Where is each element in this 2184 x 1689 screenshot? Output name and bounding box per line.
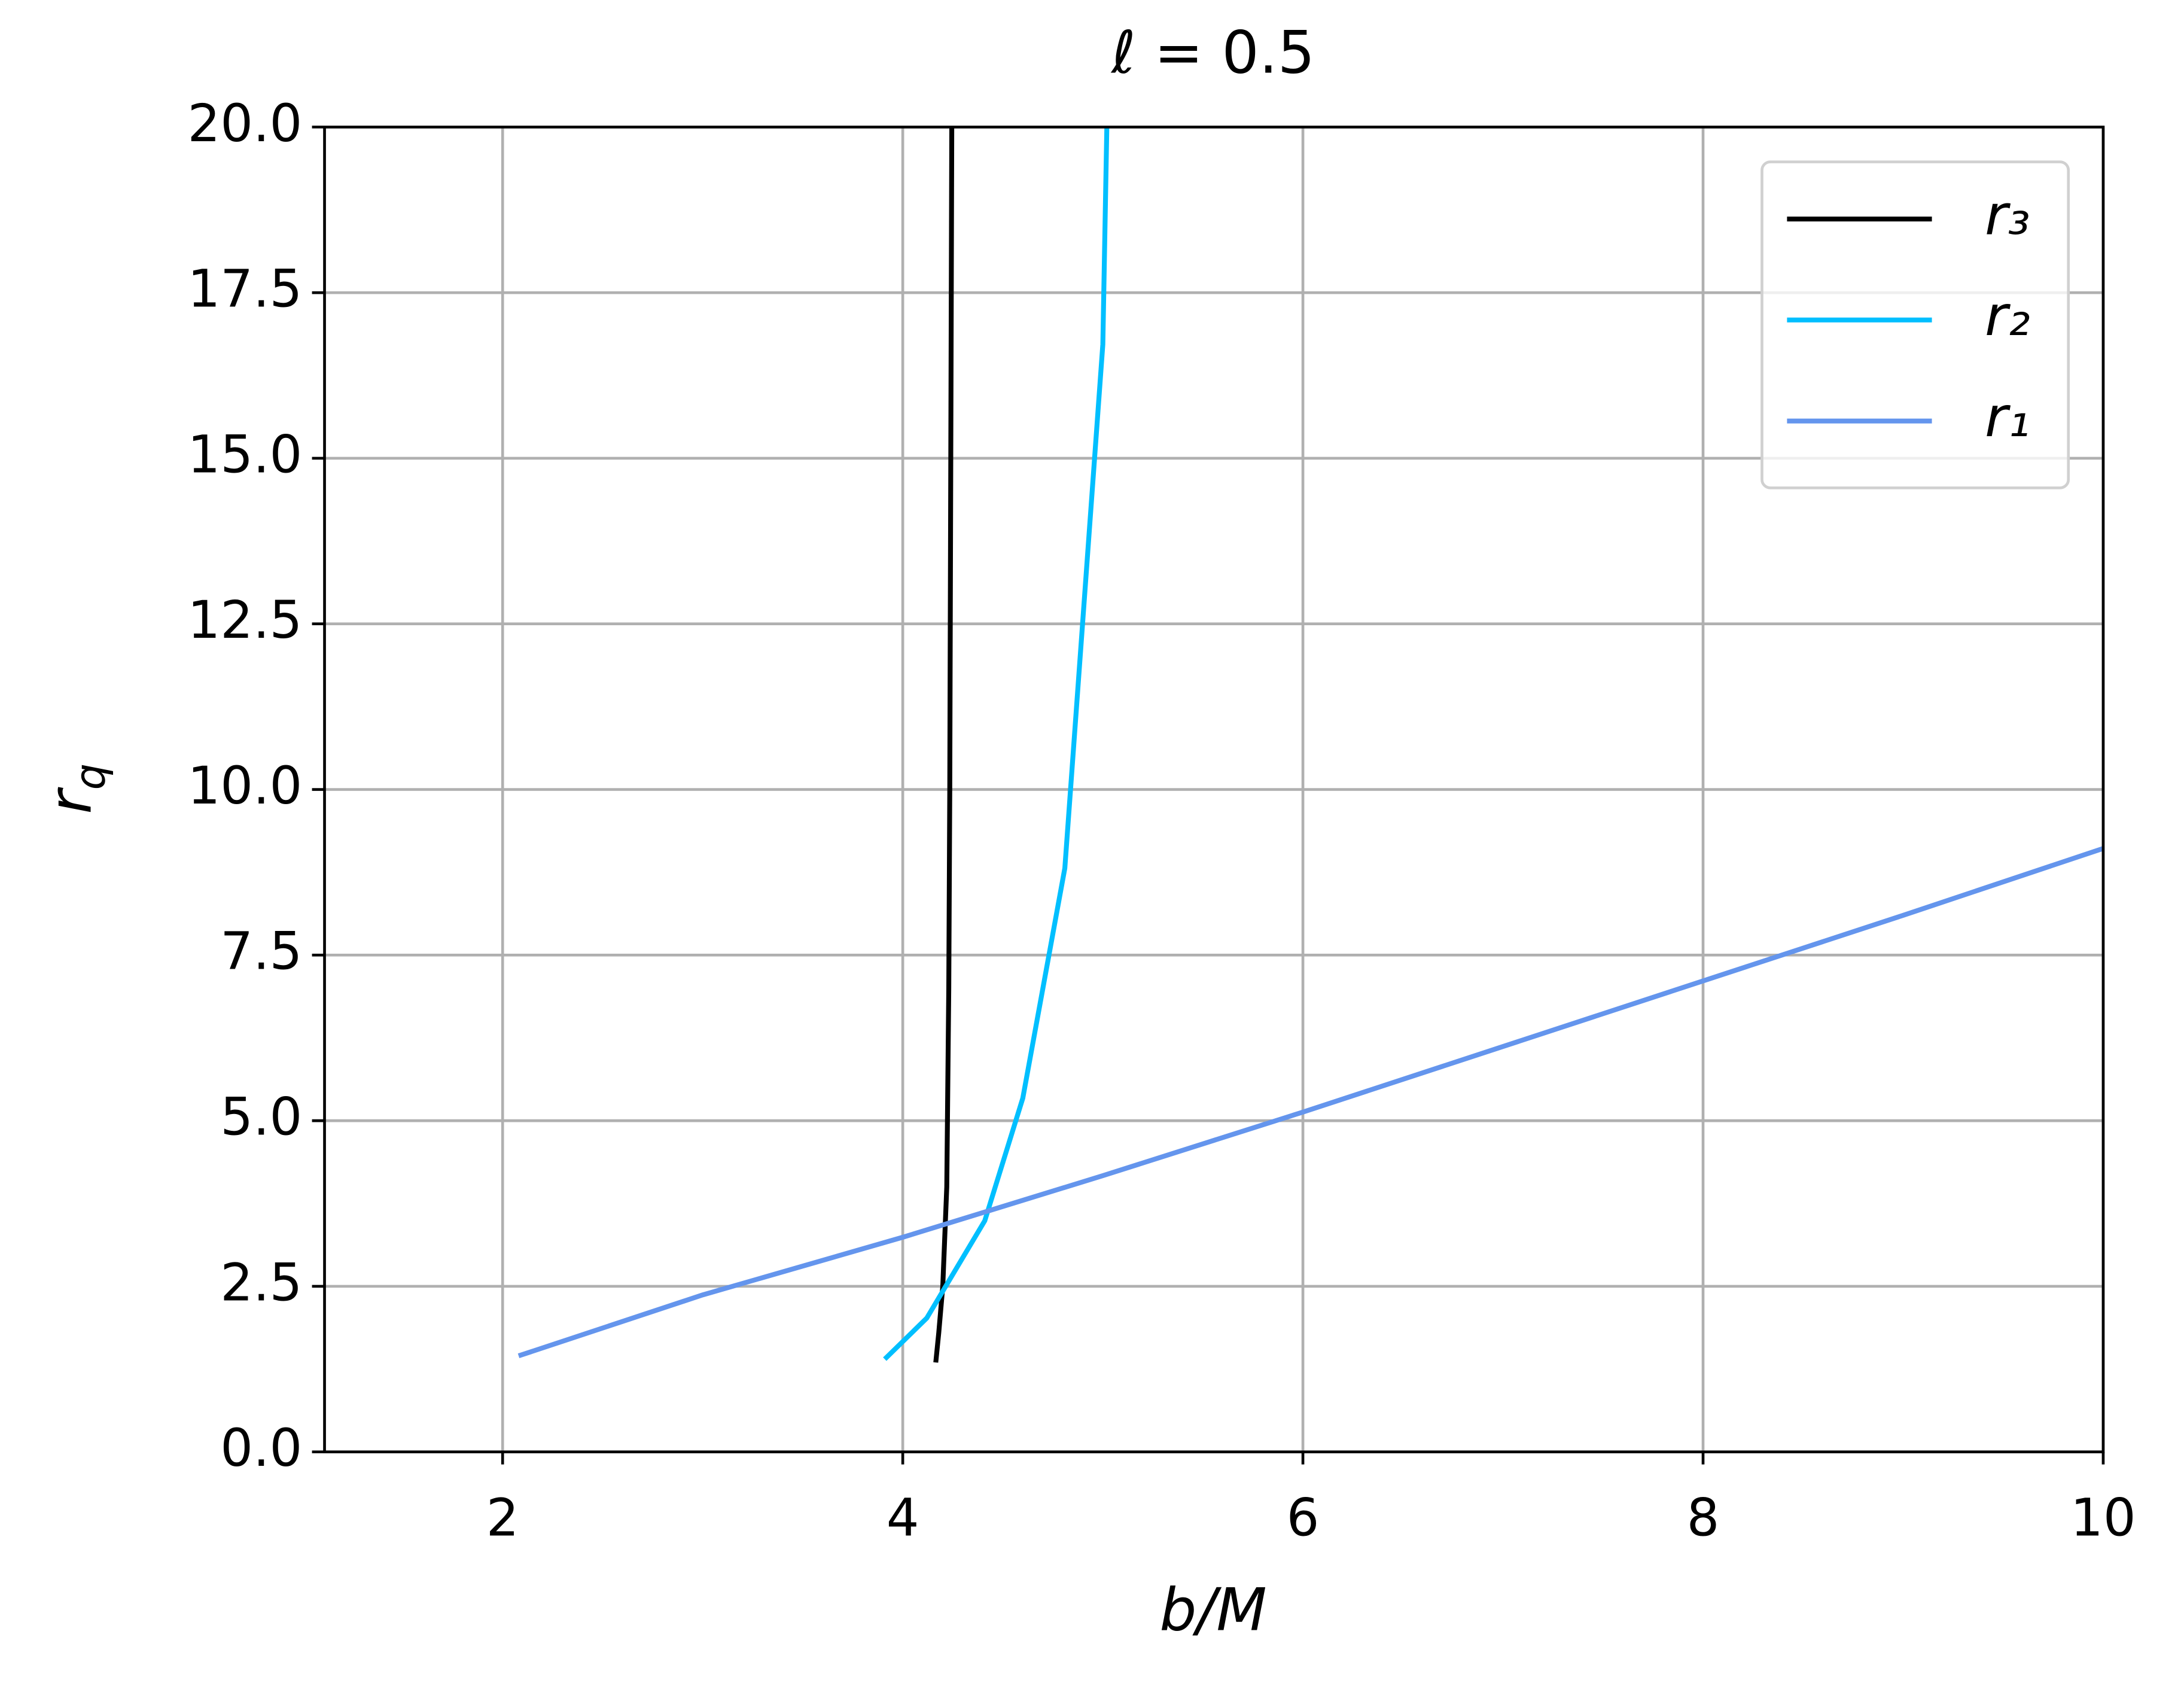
y-tick-label: 17.5 (187, 260, 302, 319)
series-line (517, 846, 2103, 1359)
y-tick-label: 2.5 (220, 1253, 302, 1313)
y-tick-label: 20.0 (187, 94, 302, 154)
x-tick-label: 4 (887, 1489, 919, 1548)
legend-box (1760, 160, 2070, 489)
series-line (933, 127, 955, 1363)
legend-label: r₁ (1985, 385, 2030, 449)
series-line (883, 127, 1110, 1361)
legend-label: r₃ (1985, 182, 2030, 247)
x-tick-label: 2 (486, 1489, 519, 1548)
y-axis-label-base: r (36, 787, 105, 814)
y-tick-label: 10.0 (187, 756, 302, 816)
y-tick-label: 15.0 (187, 425, 302, 485)
x-tick-label: 6 (1287, 1489, 1320, 1548)
plot-frame (323, 126, 2105, 1454)
y-tick-label: 12.5 (187, 591, 302, 650)
x-axis-label: b/M (1159, 1577, 1266, 1645)
plot-lines (517, 127, 2103, 1363)
legend-label: r₂ (1985, 284, 2030, 348)
y-axis-label-subscript: q (66, 763, 115, 790)
y-tick-label: 5.0 (220, 1088, 302, 1148)
chart-title: ℓ = 0.5 (1110, 19, 1315, 87)
y-axis-label: rq (36, 763, 114, 814)
y-tick-label: 0.0 (220, 1419, 302, 1478)
x-tick-label: 10 (2070, 1489, 2136, 1548)
y-tick-label: 7.5 (220, 922, 302, 982)
x-tick-label: 8 (1687, 1489, 1720, 1548)
